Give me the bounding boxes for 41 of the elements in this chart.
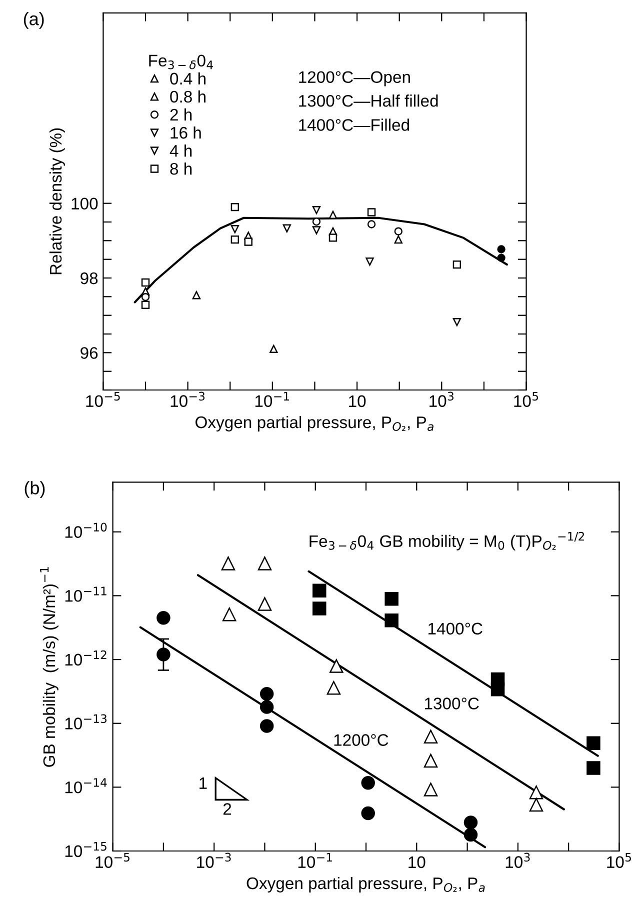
y-tick-label: 100 (72, 198, 98, 210)
x-axis-title: Oxygen partial pressure, P$_{O₂}$, P$_{a}$ (246, 876, 485, 892)
y-axis-title: GB mobility (m/s) (N/m²)$^{−1}$ (40, 567, 58, 767)
legend-label: 2 h (170, 108, 192, 120)
x-tick-label: 10$^{5}$ (607, 852, 631, 868)
text: Fe$_{3−δ}$0$_{4}$ GB mobility = M$_{0}$ (T)P$_{O₂}$$^{−1/2}$ (310, 532, 584, 550)
annotation: 1300°C—Half filled (299, 94, 438, 107)
annotation: 1200°C—Open (299, 71, 410, 86)
chart-title: (b) (24, 481, 45, 498)
x-tick-label: 10$^{−5}$ (86, 392, 120, 407)
y-tick-label: 10$^{−13}$ (65, 714, 107, 730)
x-tick-label: 10$^{−1}$ (298, 852, 332, 868)
y-tick-label: 10$^{−10}$ (65, 522, 107, 538)
annotation: 2 (223, 803, 232, 815)
annotation: 1300°C (424, 698, 479, 710)
legend-label: 16 h (170, 126, 201, 139)
x-tick-label: 10 (349, 395, 366, 408)
annotation: 1400°C (428, 622, 482, 635)
x-tick-label: 10$^{3}$ (430, 392, 454, 407)
annotation: 1 (200, 777, 207, 789)
y-tick-label: 10$^{−11}$ (65, 586, 106, 602)
x-tick-label: 10$^{3}$ (506, 852, 530, 868)
chart-title: (a) (24, 12, 44, 29)
y-tick-label: 98 (80, 272, 98, 284)
legend-label: 4 h (170, 144, 192, 157)
x-tick-label: 10$^{−1}$ (255, 392, 289, 407)
annotation: 1400°C—Filled (299, 118, 410, 131)
y-tick-label: 10$^{−12}$ (65, 650, 106, 666)
x-tick-label: 10$^{5}$ (514, 392, 538, 407)
x-tick-label: 10 (408, 856, 426, 868)
legend-label: 0.4 h (170, 72, 206, 85)
x-tick-label: 10$^{−3}$ (170, 392, 205, 407)
annotation: 1200°C (334, 734, 388, 746)
legend-label: 0.8 h (170, 90, 206, 103)
x-tick-label: 10$^{−3}$ (197, 852, 231, 868)
legend-title: Fe$_{3−δ}$0$_{4}$ (149, 54, 213, 70)
legend-label: 8 h (170, 162, 192, 175)
y-tick-label: 10$^{−14}$ (65, 778, 107, 794)
y-axis-title: Relative density (%) (49, 128, 65, 274)
x-axis-title: Oxygen partial pressure, P$_{O₂}$, P$_{a}$ (196, 416, 434, 432)
y-tick-label: 96 (80, 347, 98, 359)
